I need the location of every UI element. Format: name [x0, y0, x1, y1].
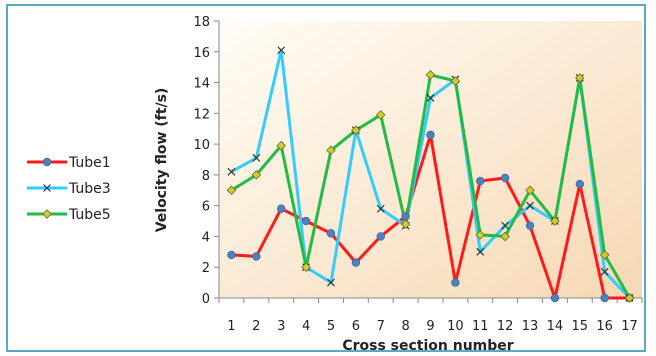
data-point-tube1 [500, 173, 510, 183]
x-tick-label: 11 [472, 319, 489, 334]
data-point-tube5 [475, 230, 486, 240]
data-point-tube5 [525, 185, 535, 196]
x-tick-label: 3 [277, 319, 285, 334]
x-tick-label: 8 [401, 319, 409, 334]
x-tick-label: 17 [621, 319, 638, 334]
y-tick-label: 2 [202, 261, 210, 276]
y-tick-label: 16 [193, 46, 210, 61]
y-tick-label: 18 [193, 15, 210, 30]
data-point-tube3 [252, 154, 261, 162]
data-point-tube5 [450, 76, 461, 86]
data-point-tube5 [326, 145, 336, 156]
legend-marker-tube5 [42, 209, 52, 219]
data-point-tube3 [227, 167, 236, 176]
data-point-tube5 [425, 70, 436, 80]
x-tick-label: 16 [596, 319, 613, 334]
data-point-tube3 [501, 221, 510, 230]
data-point-tube1 [525, 221, 535, 230]
data-point-tube1 [550, 293, 560, 303]
data-point-tube1 [575, 179, 584, 189]
data-point-tube5 [624, 293, 635, 303]
legend-label-tube5: Tube5 [68, 207, 111, 223]
data-point-tube5 [251, 170, 262, 180]
data-point-tube1 [351, 258, 361, 267]
data-point-tube1 [227, 250, 236, 260]
x-tick-label: 6 [352, 319, 360, 334]
x-tick-label: 10 [447, 319, 464, 334]
y-axis-title: Velocity flow (ft/s) [154, 88, 170, 233]
data-point-tube3 [327, 278, 335, 287]
data-point-tube3 [600, 267, 609, 276]
data-point-tube5 [351, 125, 361, 136]
y-tick-label: 6 [202, 200, 210, 215]
data-point-tube5 [375, 110, 386, 120]
data-point-tube3 [476, 247, 485, 256]
data-point-tube1 [451, 278, 460, 287]
x-tick-label: 9 [426, 319, 434, 334]
data-point-tube1 [326, 229, 336, 238]
data-point-tube5 [575, 73, 585, 83]
data-point-tube5 [226, 185, 237, 196]
data-point-tube5 [550, 216, 560, 226]
data-point-tube5 [276, 140, 286, 151]
data-point-tube1 [600, 293, 609, 303]
data-point-tube5 [599, 250, 610, 260]
x-tick-label: 5 [327, 319, 335, 334]
x-tick-label: 1 [227, 319, 235, 334]
data-point-tube1 [401, 212, 410, 221]
data-point-tube1 [426, 130, 435, 140]
legend-label-tube3: Tube3 [68, 181, 111, 197]
data-point-tube3 [426, 94, 435, 102]
x-tick-label: 7 [377, 319, 385, 334]
y-tick-label: 8 [202, 169, 210, 184]
data-point-tube1 [376, 232, 385, 241]
x-tick-label: 15 [572, 319, 589, 334]
legend-label-tube1: Tube1 [68, 155, 111, 171]
y-tick-label: 10 [193, 138, 210, 153]
data-point-tube1 [277, 204, 286, 213]
y-tick-label: 0 [202, 292, 210, 307]
x-tick-label: 13 [522, 319, 539, 334]
legend-marker-tube1 [42, 157, 52, 167]
x-tick-label: 12 [497, 319, 514, 334]
x-tick-label: 2 [252, 319, 260, 334]
data-point-tube3 [526, 201, 534, 210]
data-point-tube5 [301, 262, 311, 272]
y-tick-label: 4 [202, 230, 210, 245]
legend-marker-tube3 [43, 184, 51, 192]
y-tick-label: 12 [193, 107, 210, 122]
data-point-tube5 [500, 231, 510, 242]
data-point-tube1 [476, 176, 485, 186]
plot-area [219, 21, 642, 298]
x-tick-label: 14 [547, 319, 564, 334]
x-axis-title: Cross section number [342, 338, 513, 354]
data-point-tube3 [277, 46, 286, 55]
data-point-tube3 [376, 204, 385, 213]
y-tick-label: 14 [193, 77, 210, 92]
x-tick-label: 4 [302, 319, 310, 334]
data-point-tube1 [301, 216, 311, 226]
data-point-tube5 [400, 219, 411, 229]
data-point-tube1 [252, 252, 261, 261]
